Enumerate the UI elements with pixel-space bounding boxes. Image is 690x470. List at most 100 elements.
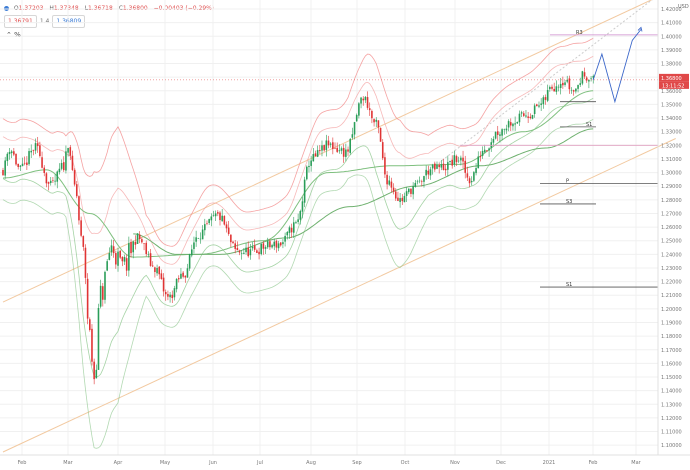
candle-body — [210, 216, 213, 221]
price-tick-label: 1.29000 — [661, 184, 682, 190]
candle-body — [162, 277, 165, 292]
candle-body — [45, 173, 48, 184]
candle-body — [592, 75, 595, 78]
candle-body — [451, 159, 453, 166]
candle-body — [262, 243, 265, 249]
candle-body — [125, 258, 128, 271]
candle-body — [186, 268, 189, 278]
time-tick-label: Dec — [496, 460, 506, 466]
candle-body — [381, 142, 384, 159]
candle-body — [329, 143, 332, 145]
candle-body — [78, 196, 80, 221]
candle-body — [410, 188, 412, 194]
candle-body — [388, 180, 391, 185]
candle-body — [477, 156, 480, 169]
candle-body — [527, 116, 529, 118]
candle-body — [117, 251, 119, 266]
candle-body — [295, 222, 297, 224]
time-tick-label: Feb — [589, 460, 598, 466]
candle-body — [516, 121, 519, 124]
time-tick-label: 2021 — [543, 460, 556, 466]
candle-body — [158, 266, 161, 275]
buy-price-button[interactable]: 1.36809 — [52, 15, 86, 28]
candle-body — [544, 97, 547, 100]
percent-toggle-label: % — [14, 31, 21, 39]
price-tick-label: 1.22000 — [661, 280, 682, 286]
sell-price-button[interactable]: 1.36791 — [4, 15, 37, 28]
candle-body — [195, 237, 197, 242]
candle-body — [71, 155, 74, 170]
collapse-toggle[interactable]: ⌃ % — [6, 31, 21, 39]
candle-body — [536, 104, 538, 107]
price-tick-label: 1.41000 — [661, 21, 682, 27]
candle-body — [518, 113, 521, 123]
candle-body — [336, 147, 338, 152]
candle-body — [36, 143, 39, 147]
candle-body — [483, 149, 486, 153]
candle-body — [449, 160, 451, 162]
candle-body — [227, 227, 230, 234]
current-price-tag — [659, 73, 689, 82]
candle-body — [6, 153, 9, 162]
candle-body — [542, 97, 545, 105]
candle-body — [80, 220, 82, 236]
candle-body — [132, 241, 134, 253]
candle-body — [503, 129, 506, 131]
candle-body — [171, 294, 174, 299]
time-tick-label: May — [160, 460, 170, 466]
candle-body — [360, 97, 362, 104]
candle-body — [512, 123, 514, 127]
candle-body — [338, 150, 341, 152]
price-tick-label: 1.39000 — [661, 48, 682, 54]
candle-body — [509, 122, 512, 126]
candle-body — [60, 162, 63, 169]
candle-body — [468, 178, 471, 184]
candle-body — [256, 250, 258, 253]
candle-body — [397, 197, 399, 201]
candle-body — [41, 157, 43, 168]
price-tick-label: 1.25000 — [661, 239, 682, 245]
trend-channel-line — [425, 0, 653, 173]
candle-body — [568, 78, 571, 90]
projection-arrow-icon — [637, 26, 643, 32]
price-tick-label: 1.24000 — [661, 252, 682, 258]
pivot-label: S3 — [566, 199, 572, 205]
moving-average-slow — [133, 128, 594, 255]
candle-body — [173, 288, 176, 298]
candle-body — [95, 369, 98, 379]
candle-body — [243, 252, 245, 254]
candle-body — [43, 167, 46, 173]
candle-body — [258, 251, 260, 255]
time-tick-label: Aug — [306, 460, 316, 466]
candle-body — [102, 286, 104, 300]
candle-body — [160, 273, 163, 279]
candle-body — [447, 162, 449, 170]
candle-body — [217, 212, 219, 214]
pivot-levels: R3 S1 P S3 S1 — [460, 30, 658, 288]
price-tick-label: 1.42000 — [661, 7, 682, 13]
candle-body — [73, 169, 76, 185]
candle-body — [342, 147, 345, 157]
moving-average-fast — [3, 90, 594, 258]
price-tick-label: 1.36000 — [661, 89, 682, 95]
price-tick-label: 1.12000 — [661, 416, 682, 422]
candle-body — [434, 163, 436, 170]
candle-body — [234, 243, 236, 249]
candle-body — [149, 253, 152, 266]
candle-body — [26, 162, 28, 165]
candle-body — [496, 131, 499, 135]
candle-body — [553, 88, 555, 92]
candle-body — [399, 198, 401, 203]
price-tick-label: 1.13000 — [661, 402, 682, 408]
candle-body — [507, 121, 510, 128]
trend-channel-line — [2, 138, 676, 453]
candle-body — [39, 145, 41, 157]
price-tick-label: 1.20000 — [661, 307, 682, 313]
candle-body — [93, 361, 95, 380]
candle-body — [141, 239, 143, 243]
candle-body — [128, 243, 130, 271]
lower-band-inner — [2, 98, 594, 378]
candle-body — [260, 243, 263, 255]
candle-body — [134, 241, 137, 245]
